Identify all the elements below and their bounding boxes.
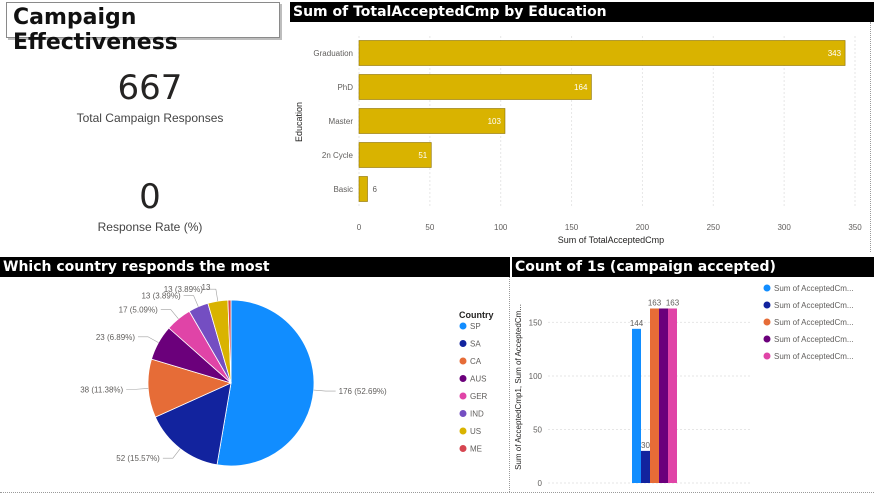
pie-leader-line [137, 336, 159, 343]
visual-border [870, 22, 871, 252]
accepted-bar[interactable] [668, 308, 677, 483]
country-chart-header: Which country responds the most [0, 257, 510, 277]
legend-marker [763, 352, 771, 360]
country-legend-item[interactable]: SA [470, 340, 481, 349]
accepted-bar-value-label: 163 [666, 298, 680, 307]
pie-data-label: 52 (15.57%) [116, 454, 160, 463]
education-x-tick-label: 100 [494, 223, 508, 232]
kpi-total-responses-value: 667 [117, 68, 183, 108]
pie-data-label: 38 (11.38%) [80, 385, 123, 394]
country-legend-item[interactable]: IND [470, 410, 484, 419]
legend-marker [459, 340, 467, 347]
education-bar-value-label: 6 [373, 185, 378, 194]
accepted-y-tick-label: 150 [529, 318, 543, 327]
education-x-tick-label: 350 [848, 223, 862, 232]
country-legend-item[interactable]: US [470, 427, 481, 436]
pie-slice[interactable] [227, 299, 232, 384]
education-x-tick-label: 250 [707, 223, 721, 232]
pie-data-label: 176 (52.69%) [339, 387, 387, 396]
visual-border [0, 492, 874, 493]
education-bar-chart[interactable]: 343 164 103 51 6 Graduation PhD Master 2n Cycle… [290, 22, 870, 252]
education-category-label: Graduation [313, 49, 353, 58]
education-x-axis-label: Sum of TotalAcceptedCmp [558, 235, 664, 245]
accepted-y-tick-label: 100 [529, 372, 543, 381]
education-category-label: PhD [337, 83, 353, 92]
accepted-legend-item[interactable]: Sum of AcceptedCm... [774, 318, 854, 327]
pie-leader-line [162, 448, 181, 459]
education-x-tick-label: 200 [636, 223, 650, 232]
education-y-axis-label: Education [294, 102, 304, 142]
pie-data-label: 17 (5.09%) [119, 306, 158, 315]
dashboard-title: Campaign Effectiveness [13, 5, 178, 55]
education-bar[interactable] [358, 142, 432, 168]
pie-data-label: 13 (3.89%) [164, 285, 203, 294]
kpi-response-rate-label: Response Rate (%) [97, 220, 203, 234]
education-category-label: Basic [333, 185, 353, 194]
education-bar-value-label: 51 [418, 151, 427, 160]
accepted-bar-value-label: 30 [641, 441, 650, 450]
pie-leader-line [126, 388, 149, 390]
education-x-tick-label: 50 [425, 223, 434, 232]
education-x-tick-label: 150 [565, 223, 579, 232]
education-category-label: Master [329, 117, 354, 126]
accepted-y-tick-label: 0 [538, 479, 543, 488]
accepted-bar-value-label: 163 [648, 298, 662, 307]
education-x-tick-label: 0 [357, 223, 362, 232]
education-bar[interactable] [358, 176, 368, 202]
education-bar-value-label: 343 [828, 49, 842, 58]
country-legend-item[interactable]: CA [470, 357, 482, 366]
accepted-bar[interactable] [632, 328, 641, 483]
kpi-response-rate-value: 0 [139, 177, 161, 217]
accepted-bar[interactable] [650, 308, 659, 483]
pie-leader-line [205, 288, 219, 302]
legend-marker [459, 445, 467, 452]
legend-marker [459, 357, 467, 365]
country-legend-item[interactable]: AUS [470, 375, 486, 384]
legend-marker [763, 284, 771, 292]
accepted-y-axis-label: Sum of AcceptedCmp1, Sum of AcceptedCm..… [514, 304, 523, 470]
pie-slice[interactable] [154, 382, 232, 466]
kpi-total-responses-label: Total Campaign Responses [76, 111, 224, 125]
education-chart-header: Sum of TotalAcceptedCmp by Education [290, 2, 874, 22]
pie-data-label: 23 (6.89%) [96, 333, 135, 342]
legend-marker [763, 318, 771, 326]
accepted-bar[interactable] [641, 450, 650, 483]
legend-marker [459, 375, 467, 382]
accepted-legend-item[interactable]: Sum of AcceptedCm... [774, 301, 854, 310]
accepted-chart-header: Count of 1s (campaign accepted) [512, 257, 874, 277]
education-bar[interactable] [358, 74, 592, 100]
country-legend-item[interactable]: SP [470, 322, 481, 331]
accepted-bar-value-label: 144 [630, 319, 644, 328]
education-bar[interactable] [358, 40, 846, 66]
country-pie-chart[interactable]: 176 (52.69%) 52 (15.57%) 38 (11.38%) 23 (6.… [0, 277, 508, 491]
pie-leader-line [183, 295, 199, 307]
accepted-legend-item[interactable]: Sum of AcceptedCm... [774, 352, 854, 361]
accepted-bar[interactable] [659, 308, 668, 483]
education-bar-value-label: 164 [574, 83, 588, 92]
country-legend-item[interactable]: ME [470, 445, 482, 454]
visual-border [509, 277, 510, 492]
legend-marker [763, 301, 771, 309]
country-legend-title: Country [459, 310, 494, 320]
accepted-column-chart[interactable]: 144 30 163 163 0 50 100 150 Sum of AcceptedCmp… [512, 277, 874, 491]
legend-marker [459, 392, 467, 400]
accepted-legend-item[interactable]: Sum of AcceptedCm... [774, 335, 854, 344]
accepted-y-tick-label: 50 [533, 425, 542, 434]
education-x-tick-label: 300 [777, 223, 791, 232]
education-category-label: 2n Cycle [322, 151, 354, 160]
pie-leader-line [313, 389, 336, 392]
education-bar[interactable] [358, 108, 506, 134]
accepted-legend-item[interactable]: Sum of AcceptedCm... [774, 284, 854, 293]
country-legend-item[interactable]: GER [470, 392, 488, 401]
legend-marker [459, 410, 467, 417]
pie-slice[interactable] [216, 299, 315, 467]
pie-leader-line [160, 309, 179, 319]
pie-extra-label: 13 [202, 283, 211, 292]
education-bar-value-label: 103 [488, 117, 502, 126]
pie-data-label: 13 (3.89%) [141, 292, 180, 301]
legend-marker [763, 335, 771, 343]
legend-marker [459, 322, 467, 330]
legend-marker [459, 427, 467, 435]
dashboard-title-card: Campaign Effectiveness [6, 2, 280, 55]
